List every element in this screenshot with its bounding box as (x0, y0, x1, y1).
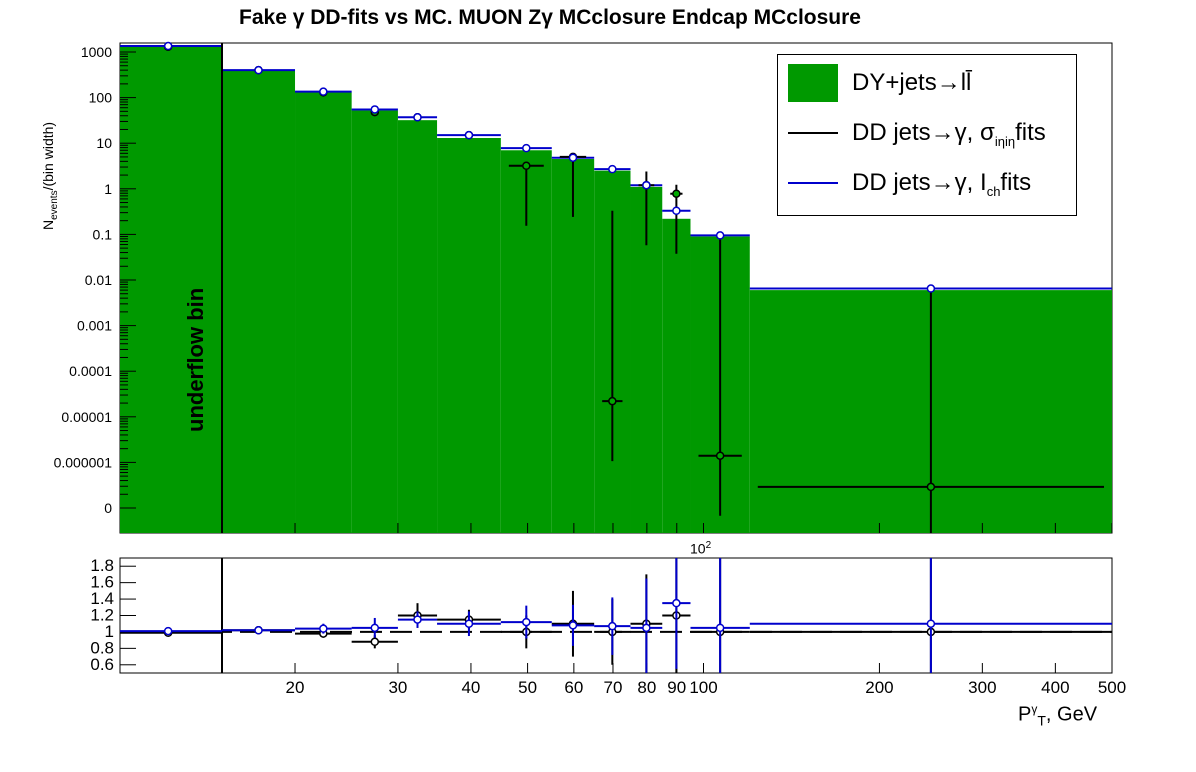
y-tick-label: 0.1 (93, 226, 113, 242)
mc-histogram-bar (120, 46, 222, 533)
ratio-ich-point (926, 619, 936, 628)
ratio-ich-point (319, 624, 328, 633)
mc-histogram-bar (397, 120, 438, 533)
x-tick-label: 90 (667, 678, 686, 697)
y-tick-label: 1 (104, 181, 112, 197)
ich-point (642, 180, 651, 190)
chart-title: Fake γ DD-fits vs MC. MUON Zγ MCclosure … (239, 6, 861, 29)
ratio-ich-point (568, 621, 578, 630)
x-tick-label: 100 (689, 678, 717, 697)
ich-point (715, 231, 725, 240)
y-tick-label: 0.001 (77, 318, 112, 334)
legend-item-sigma: DD jets→γ, σ iηiη fits (788, 113, 1046, 153)
x-tick-label: 20 (286, 678, 305, 697)
ratio-ich-point (370, 623, 380, 633)
sigma-point (608, 396, 617, 406)
ich-point (608, 164, 617, 174)
x-tick-label: 300 (968, 678, 996, 697)
sigma-point (926, 482, 936, 492)
ratio-y-tick-label: 1.6 (90, 573, 114, 592)
ratio-ich-point (413, 615, 422, 624)
x-tick-label: 50 (518, 678, 537, 697)
sigma-point (522, 161, 531, 171)
x-tick-label: 60 (564, 678, 583, 697)
ratio-y-tick-label: 1 (105, 622, 114, 641)
ratio-y-tick-label: 1.8 (90, 556, 114, 575)
x-tick-label: 500 (1098, 678, 1126, 697)
legend-line-blue (788, 182, 838, 184)
ratio-y-tick-label: 1.2 (90, 606, 114, 625)
y-axis-label: Nevents/(bin width) (40, 121, 60, 230)
y-tick-label: 0.0001 (69, 363, 112, 379)
ich-point (926, 284, 936, 293)
ratio-ich-point (464, 619, 474, 628)
x-tick-label: 80 (637, 678, 656, 697)
x-tick-label: 70 (604, 678, 623, 697)
y-tick-label: 0.01 (85, 272, 112, 288)
ich-point (254, 65, 263, 75)
x-axis-label: PγT, GeV (1018, 702, 1098, 729)
ratio-ich-point (608, 621, 617, 631)
x-tick-label: 400 (1041, 678, 1069, 697)
ratio-ich-point (642, 623, 651, 633)
mc-histogram-bar (222, 70, 296, 533)
sigma-point (715, 451, 725, 460)
legend-line-black (788, 132, 838, 134)
x-tick-label: 30 (388, 678, 407, 697)
mc-histogram-bar (662, 218, 691, 533)
ratio-sigma-point (370, 637, 380, 647)
legend: DY+jets→ll̄ DD jets→γ, σ iηiη fits DD jet… (777, 54, 1077, 216)
ratio-ich-point (163, 626, 173, 636)
x-tick-label: 200 (865, 678, 893, 697)
ratio-ich-point (715, 623, 725, 633)
ratio-ich-point (522, 617, 531, 627)
mc-histogram-bar (551, 159, 595, 534)
ich-point (568, 153, 578, 162)
ich-point (370, 105, 380, 114)
mc-histogram-bar (351, 110, 398, 534)
underflow-label: underflow bin (183, 287, 208, 432)
ratio-ich-point (254, 626, 263, 635)
y-tick-label: 0.000001 (54, 454, 113, 470)
ratio-y-tick-label: 0.6 (90, 655, 114, 674)
y-tick-label: 0.00001 (61, 409, 112, 425)
x-exponent-label: 102 (690, 540, 712, 557)
y-tick-label: 0 (104, 500, 112, 516)
ich-point (522, 143, 531, 153)
legend-fill-swatch (788, 64, 838, 102)
y-tick-label: 10 (96, 135, 112, 151)
ratio-ich-point (672, 598, 681, 608)
ich-point (672, 206, 681, 216)
mc-histogram-bar (295, 92, 352, 534)
ich-point (413, 113, 422, 122)
mc-histogram-bar (437, 138, 501, 533)
ratio-plot-frame (119, 557, 1113, 674)
ich-point (464, 130, 474, 140)
y-tick-label: 100 (89, 90, 113, 106)
ich-point (319, 87, 328, 96)
y-tick-label: 1000 (81, 44, 112, 60)
ratio-y-tick-label: 0.8 (90, 638, 114, 657)
legend-item-dy: DY+jets→ll̄ (788, 63, 971, 103)
ich-point (163, 41, 173, 51)
ratio-y-tick-label: 1.4 (90, 589, 114, 608)
x-tick-label: 40 (461, 678, 480, 697)
sigma-point (672, 189, 681, 198)
